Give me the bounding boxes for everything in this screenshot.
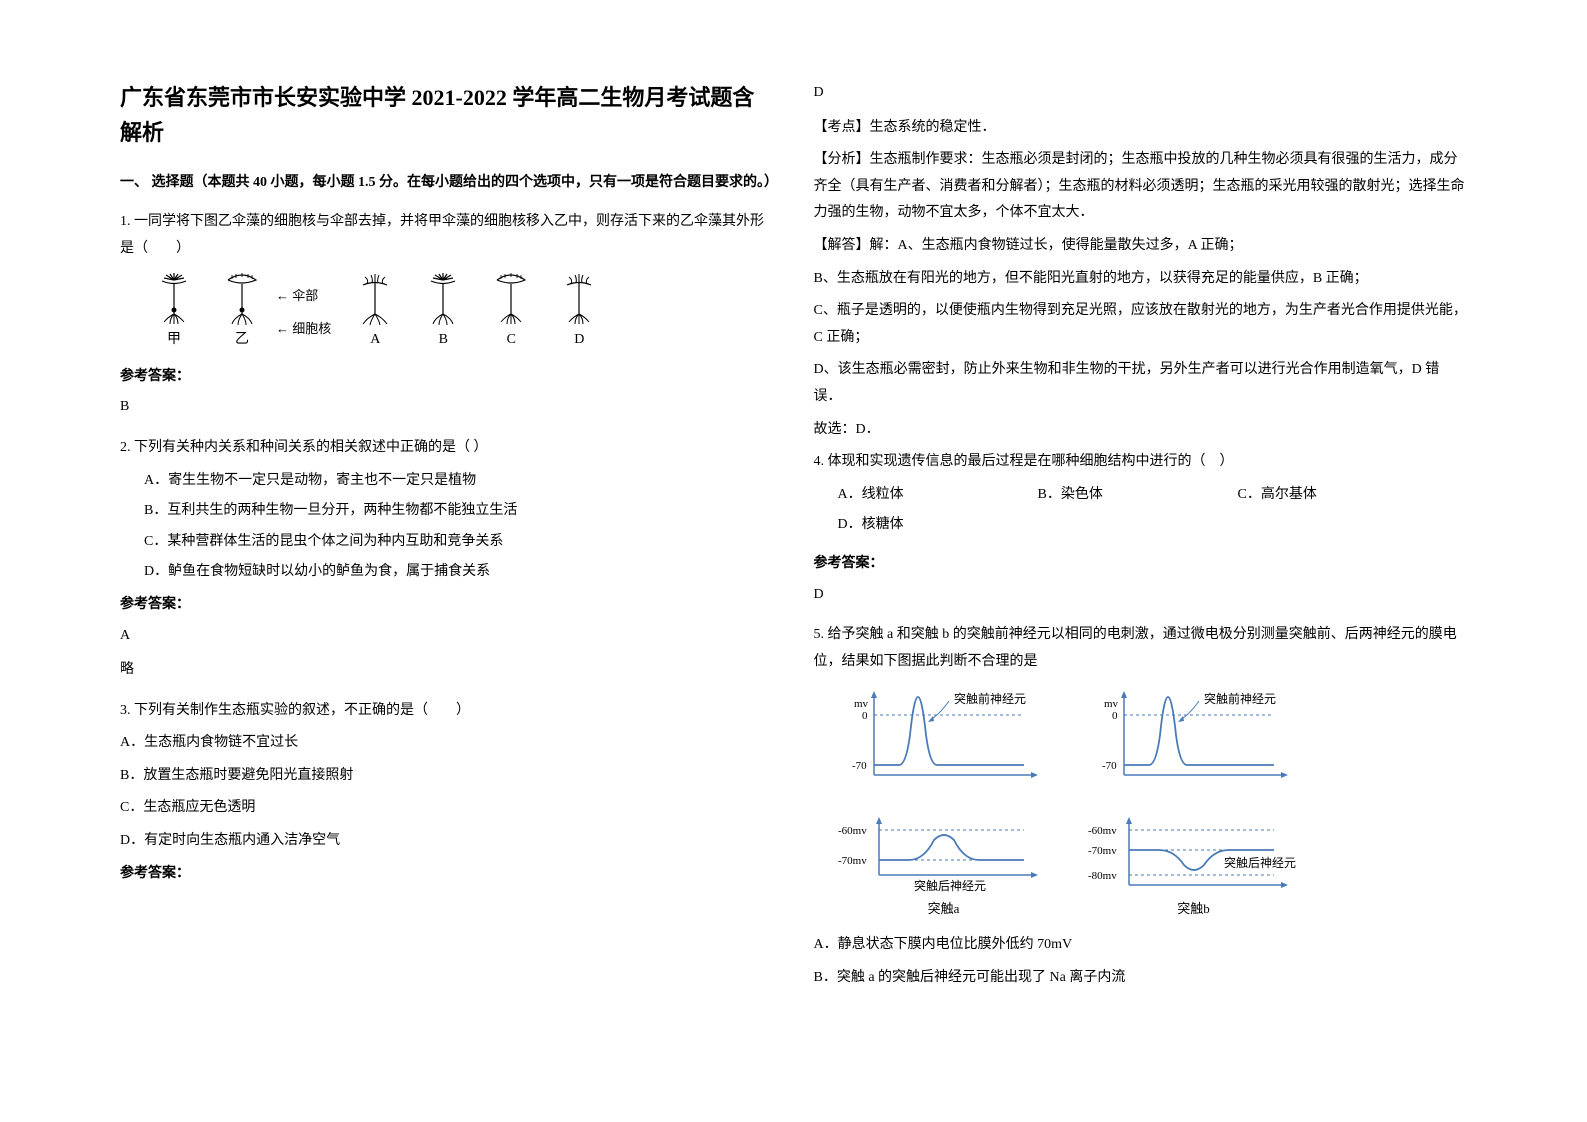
chart-post-a-svg: -60mv -70mv 突触后神经元	[834, 815, 1054, 895]
q1-text: 1. 一同学将下图乙伞藻的细胞核与伞部去掉，并将甲伞藻的细胞核移入乙中，则存活下…	[120, 209, 774, 262]
q2-optC: C．某种营群体生活的昆虫个体之间为种内互助和竞争关系	[120, 529, 774, 556]
algae-A: A	[351, 272, 399, 354]
label-D: D	[574, 327, 584, 354]
arrow-cap: ← 伞部	[276, 284, 331, 309]
svg-text:-60mv: -60mv	[1088, 825, 1117, 837]
algae-C-svg	[487, 272, 535, 327]
svg-text:突触后神经元: 突触后神经元	[914, 878, 986, 893]
algae-C: C	[487, 272, 535, 354]
question-1: 1. 一同学将下图乙伞藻的细胞核与伞部去掉，并将甲伞藻的细胞核移入乙中，则存活下…	[120, 209, 774, 421]
q1-answer: B	[120, 394, 774, 421]
q2-text: 2. 下列有关种内关系和种间关系的相关叙述中正确的是（ ）	[120, 435, 774, 462]
q3-optC: C．生态瓶应无色透明	[120, 795, 774, 822]
svg-text:突触前神经元: 突触前神经元	[954, 691, 1026, 706]
chart-pre-a-svg: mv 0 -70 突触前神经元	[834, 685, 1054, 785]
q3-solve: 【解答】解：A、生态瓶内食物链过长，使得能量散失过多，A 正确；	[814, 233, 1468, 260]
question-4: 4. 体现和实现遗传信息的最后过程是在哪种细胞结构中进行的（ ） A．线粒体 B…	[814, 449, 1468, 608]
q5-optA: A．静息状态下膜内电位比膜外低约 70mV	[814, 932, 1468, 959]
q3-answer: D	[814, 80, 1468, 107]
svg-text:-60mv: -60mv	[838, 825, 867, 837]
label-yi: 乙	[235, 327, 249, 354]
q2-optD: D．鲈鱼在食物短缺时以幼小的鲈鱼为食，属于捕食关系	[120, 559, 774, 586]
svg-text:突触前神经元: 突触前神经元	[1204, 691, 1276, 706]
algae-side-labels: ← 伞部 ← 细胞核	[276, 284, 331, 341]
algae-jia-svg	[150, 272, 198, 327]
svg-text:-70mv: -70mv	[1088, 845, 1117, 857]
svg-text:-70: -70	[852, 760, 867, 772]
algae-B-svg	[419, 272, 467, 327]
question-5: 5. 给予突触 a 和突触 b 的突触前神经元以相同的电刺激，通过微电极分别测量…	[814, 622, 1468, 991]
svg-text:-80mv: -80mv	[1088, 870, 1117, 882]
q3-solveC: C、瓶子是透明的，以便使瓶内生物得到充足光照，应该放在散射光的地方，为生产者光合…	[814, 298, 1468, 351]
q2-answer: A	[120, 623, 774, 650]
q2-abbrev: 略	[120, 657, 774, 684]
svg-text:mv: mv	[1104, 698, 1119, 710]
q5-text: 5. 给予突触 a 和突触 b 的突触前神经元以相同的电刺激，通过微电极分别测量…	[814, 622, 1468, 675]
label-jia: 甲	[167, 327, 181, 354]
right-column: D 【考点】生态系统的稳定性． 【分析】生态瓶制作要求：生态瓶必须是封闭的；生态…	[794, 80, 1488, 1092]
label-A: A	[370, 327, 380, 354]
question-2: 2. 下列有关种内关系和种间关系的相关叙述中正确的是（ ） A．寄生生物不一定只…	[120, 435, 774, 684]
svg-text:mv: mv	[854, 698, 869, 710]
q2-answer-label: 参考答案：	[120, 592, 774, 619]
q3-solveB: B、生态瓶放在有阳光的地方，但不能阳光直射的地方，以获得充足的能量供应，B 正确…	[814, 266, 1468, 293]
chart-pre-b-svg: mv 0 -70 突触前神经元	[1084, 685, 1304, 785]
chart-pre-b: mv 0 -70 突触前神经元	[1084, 685, 1304, 785]
algae-jia: 甲	[150, 272, 198, 354]
q4-answer-label: 参考答案：	[814, 551, 1468, 578]
q3-solveD: D、该生态瓶必需密封，防止外来生物和非生物的干扰，另外生产者可以进行光合作用制造…	[814, 357, 1468, 410]
q4-optC: C．高尔基体	[1238, 482, 1438, 509]
algae-A-svg	[351, 272, 399, 327]
svg-text:0: 0	[862, 710, 868, 722]
svg-text:0: 0	[1112, 710, 1118, 722]
chart-post-b: -60mv -70mv -80mv 突触后神经元 突触b	[1084, 815, 1304, 922]
section-header: 一、 选择题（本题共 40 小题，每小题 1.5 分。在每小题给出的四个选项中，…	[120, 170, 774, 197]
q4-optD: D．核糖体	[838, 512, 1038, 539]
q5-charts: mv 0 -70 突触前神经元 mv 0	[834, 685, 1468, 922]
q1-diagram: 甲 乙 ← 伞部 ← 细胞核	[150, 272, 774, 354]
arrow-nucleus: ← 细胞核	[276, 317, 331, 342]
q3-optA: A．生态瓶内食物链不宜过长	[120, 730, 774, 757]
document-title: 广东省东莞市市长安实验中学 2021-2022 学年高二生物月考试题含解析	[120, 80, 774, 150]
algae-yi: 乙	[218, 272, 266, 354]
q3-point: 【考点】生态系统的稳定性．	[814, 115, 1468, 142]
q3-analysis: 【分析】生态瓶制作要求：生态瓶必须是封闭的；生态瓶中投放的几种生物必须具有很强的…	[814, 147, 1468, 227]
chart-pre-a: mv 0 -70 突触前神经元	[834, 685, 1054, 785]
q4-answer: D	[814, 582, 1468, 609]
left-column: 广东省东莞市市长安实验中学 2021-2022 学年高二生物月考试题含解析 一、…	[100, 80, 794, 1092]
svg-text:-70: -70	[1102, 760, 1117, 772]
q3-optD: D．有定时向生态瓶内通入洁净空气	[120, 828, 774, 855]
q2-optB: B．互利共生的两种生物一旦分开，两种生物都不能独立生活	[120, 498, 774, 525]
label-C: C	[507, 327, 516, 354]
question-3: 3. 下列有关制作生态瓶实验的叙述，不正确的是（ ） A．生态瓶内食物链不宜过长…	[120, 698, 774, 888]
q4-text: 4. 体现和实现遗传信息的最后过程是在哪种细胞结构中进行的（ ）	[814, 449, 1468, 476]
q2-optA: A．寄生生物不一定只是动物，寄主也不一定只是植物	[120, 468, 774, 495]
q4-optA: A．线粒体	[838, 482, 1038, 509]
q3-optB: B．放置生态瓶时要避免阳光直接照射	[120, 763, 774, 790]
chart-post-a: -60mv -70mv 突触后神经元 突触a	[834, 815, 1054, 922]
label-B: B	[439, 327, 448, 354]
q4-options: A．线粒体 B．染色体 C．高尔基体 D．核糖体	[814, 482, 1468, 543]
caption-synapse-a: 突触a	[928, 897, 960, 922]
svg-text:突触后神经元: 突触后神经元	[1224, 855, 1296, 870]
q5-optB: B．突触 a 的突触后神经元可能出现了 Na 离子内流	[814, 965, 1468, 992]
q3-conclude: 故选：D．	[814, 417, 1468, 444]
q1-answer-label: 参考答案：	[120, 364, 774, 391]
algae-yi-svg	[218, 272, 266, 327]
svg-text:-70mv: -70mv	[838, 855, 867, 867]
algae-D: D	[555, 272, 603, 354]
algae-D-svg	[555, 272, 603, 327]
caption-synapse-b: 突触b	[1177, 897, 1210, 922]
q3-answer-label: 参考答案：	[120, 861, 774, 888]
q4-optB: B．染色体	[1038, 482, 1238, 509]
q3-text: 3. 下列有关制作生态瓶实验的叙述，不正确的是（ ）	[120, 698, 774, 725]
chart-post-b-svg: -60mv -70mv -80mv 突触后神经元	[1084, 815, 1304, 895]
algae-B: B	[419, 272, 467, 354]
